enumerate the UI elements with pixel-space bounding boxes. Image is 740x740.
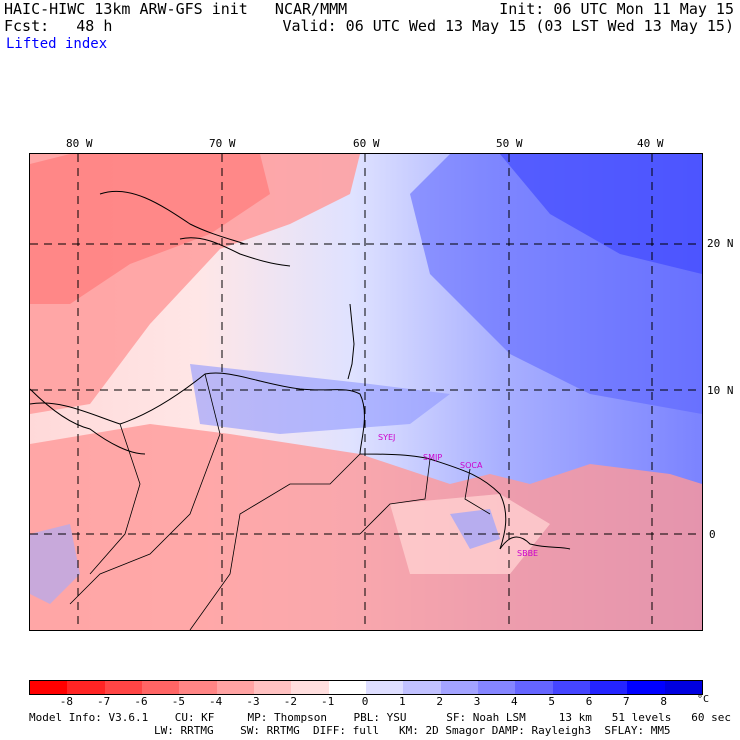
lifted-index-map: SYEJ SMJP SOCA SBBE <box>29 153 703 631</box>
colorbar-tick-label: -7 <box>97 695 111 708</box>
station-sbbe: SBBE <box>517 549 538 558</box>
colorbar-tick-label: 1 <box>399 695 406 708</box>
colorbar-swatch <box>627 681 665 694</box>
central-america-coast <box>30 388 146 455</box>
central-blue-band <box>190 364 450 434</box>
field-name: Lifted index <box>6 36 108 52</box>
colorbar-swatch <box>253 681 292 694</box>
cuba-coast <box>99 190 246 245</box>
lat-label-10n: 10 N <box>707 384 734 397</box>
colorbar-tick-label: 0 <box>361 695 369 708</box>
colorbar-tick-label: -1 <box>321 695 335 708</box>
colorbar-tick-label: 8 <box>660 695 667 708</box>
border-5 <box>89 423 141 575</box>
colorbar-tick-label: -8 <box>59 695 73 708</box>
model-line: HAIC-HIWC 13km ARW-GFS init NCAR/MMM <box>4 0 348 18</box>
lon-label-50w: 50 W <box>496 137 523 150</box>
model-info-line1: Model Info: V3.6.1 CU: KF MP: Thompson P… <box>29 711 731 724</box>
hispaniola-coast <box>179 237 291 267</box>
colorbar-swatch <box>291 681 329 694</box>
colorbar-swatch <box>30 681 68 694</box>
colorbar-swatch <box>664 681 702 694</box>
colorbar <box>29 680 703 695</box>
amazon-delta <box>499 536 571 550</box>
colorbar-swatch <box>216 681 254 694</box>
init-time: Init: 06 UTC Mon 11 May 15 <box>499 0 734 18</box>
colorbar-swatch <box>141 681 180 694</box>
colorbar-tick-label: -4 <box>209 695 223 708</box>
lat-label-0: 0 <box>709 528 716 541</box>
amazon-blue-patch <box>450 509 500 549</box>
colorbar-tick-label: -3 <box>246 695 260 708</box>
colorbar-tick-label: 6 <box>585 695 593 708</box>
colorbar-tick-label: 5 <box>548 695 555 708</box>
coastlines <box>30 190 571 550</box>
south-america-warm-region <box>30 424 702 630</box>
colorbar-swatch <box>104 681 142 694</box>
colorbar-tick-label: -6 <box>134 695 148 708</box>
station-syej: SYEJ <box>378 433 395 442</box>
colorbar-swatch <box>328 681 366 694</box>
lesser-antilles <box>347 303 355 380</box>
colorbar-swatch <box>552 681 590 694</box>
lat-label-20n: 20 N <box>707 237 734 250</box>
colorbar-swatch <box>440 681 478 694</box>
colorbar-swatch <box>67 681 105 694</box>
border-4 <box>464 468 491 515</box>
borders <box>69 373 491 630</box>
valid-time: Valid: 06 UTC Wed 13 May 15 (03 LST Wed … <box>282 17 734 35</box>
border-3 <box>359 458 431 535</box>
colorbar-tick-label: 3 <box>473 695 481 708</box>
colorbar-swatch <box>403 681 441 694</box>
station-smjp: SMJP <box>423 453 442 462</box>
border-2 <box>189 453 361 630</box>
colorbar-tick-label: 2 <box>436 695 443 708</box>
station-soca: SOCA <box>460 461 483 470</box>
lon-label-70w: 70 W <box>209 137 236 150</box>
colorbar-swatch <box>589 681 628 694</box>
model-info-line2: LW: RRTMG SW: RRTMG DIFF: full KM: 2D Sm… <box>154 724 671 737</box>
lon-label-80w: 80 W <box>66 137 93 150</box>
colorbar-swatch <box>365 681 404 694</box>
colorbar-unit: °C <box>697 694 710 705</box>
lon-label-40w: 40 W <box>637 137 664 150</box>
southwest-blue-patch <box>30 524 80 604</box>
north-coast-south-america <box>30 372 507 550</box>
header-left: HAIC-HIWC 13km ARW-GFS init NCAR/MMM Fcs… <box>4 1 347 35</box>
caribbean-core <box>30 154 270 304</box>
colorbar-swatch <box>515 681 553 694</box>
forecast-hour: Fcst: 48 h <box>4 17 113 35</box>
header-right: Init: 06 UTC Mon 11 May 15 Valid: 06 UTC… <box>282 1 734 35</box>
colorbar-tick-label: 4 <box>511 695 518 708</box>
border-1 <box>69 373 221 605</box>
colorbar-tick-label: -2 <box>283 695 297 708</box>
graticule <box>30 154 702 630</box>
lon-label-60w: 60 W <box>353 137 380 150</box>
colorbar-swatch <box>477 681 516 694</box>
colorbar-swatch <box>179 681 217 694</box>
colorbar-tick-label: -5 <box>171 695 185 708</box>
colorbar-tick-label: 7 <box>623 695 630 708</box>
